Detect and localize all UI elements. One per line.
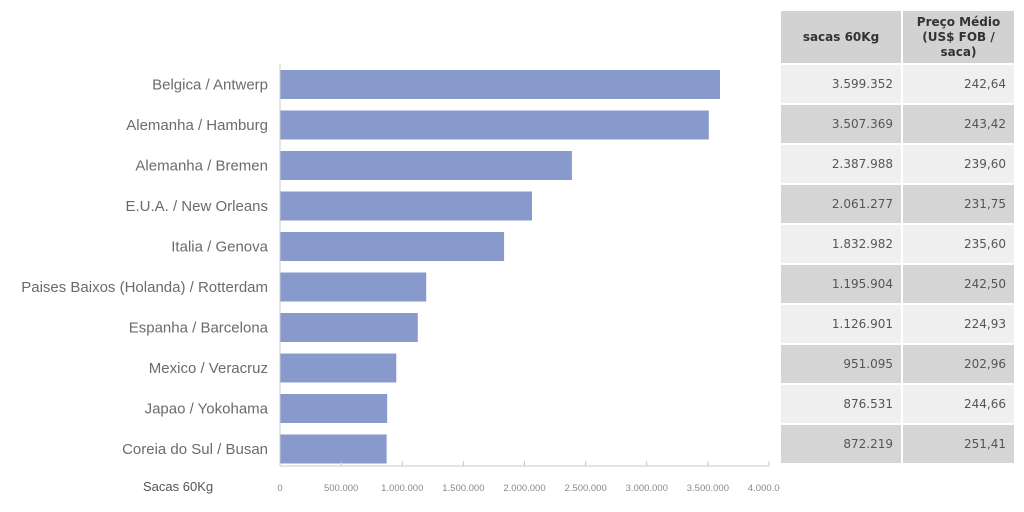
cell-sacas: 872.219 [781, 425, 903, 465]
category-label: Mexico / Veracruz [149, 360, 268, 377]
cell-sacas: 2.387.988 [781, 145, 903, 185]
cell-preco: 251,41 [903, 425, 1016, 465]
bar [280, 232, 505, 261]
x-tick-label: 2.000.000 [503, 483, 545, 494]
category-label: Japao / Yokohama [145, 401, 269, 418]
header-preco-line2: (US$ FOB / saca) [922, 29, 995, 59]
bar [280, 110, 709, 140]
cell-preco: 231,75 [903, 185, 1016, 225]
table-row: 872.219 251,41 [781, 425, 1016, 465]
x-tick-label: 500.000 [324, 483, 358, 494]
cell-preco: 242,50 [903, 265, 1016, 305]
header-preco: Preço Médio (US$ FOB / saca) [903, 11, 1016, 65]
cell-preco: 243,42 [903, 105, 1016, 145]
table-body: 3.599.352 242,64 3.507.369 243,42 2.387.988 2… [781, 65, 1016, 465]
cell-sacas: 951.095 [781, 345, 903, 385]
table-row: 3.507.369 243,42 [781, 105, 1016, 145]
category-label: Paises Baixos (Holanda) / Rotterdam [21, 279, 268, 296]
x-tick-label: 3.000.000 [626, 483, 668, 494]
bar-chart: Belgica / Antwerp Alemanha / Hamburg Alema… [21, 64, 780, 494]
cell-sacas: 876.531 [781, 385, 903, 425]
category-label: E.U.A. / New Orleans [125, 198, 268, 215]
category-labels: Belgica / Antwerp Alemanha / Hamburg Alema… [21, 77, 268, 459]
cell-preco: 242,64 [903, 65, 1016, 105]
category-label: Alemanha / Bremen [135, 158, 268, 175]
category-label: Coreia do Sul / Busan [122, 441, 268, 458]
x-axis: 0 500.000 1.000.000 1.500.000 2.000.000 2.500… [277, 64, 780, 494]
cell-sacas: 3.507.369 [781, 105, 903, 145]
bar [280, 394, 388, 423]
table-row: 1.832.982 235,60 [781, 225, 1016, 265]
category-label: Espanha / Barcelona [129, 320, 269, 337]
table-row: 3.599.352 242,64 [781, 65, 1016, 105]
bar [280, 191, 532, 221]
x-tick-label: 1.500.000 [442, 483, 484, 494]
x-axis-title: Sacas 60Kg [143, 479, 213, 494]
table-row: 2.061.277 231,75 [781, 185, 1016, 225]
bar [280, 272, 427, 302]
cell-sacas: 3.599.352 [781, 65, 903, 105]
x-tick-label: 2.500.000 [564, 483, 606, 494]
table-row: 1.126.901 224,93 [781, 305, 1016, 345]
cell-sacas: 2.061.277 [781, 185, 903, 225]
cell-sacas: 1.195.904 [781, 265, 903, 305]
cell-preco: 202,96 [903, 345, 1016, 385]
cell-preco: 244,66 [903, 385, 1016, 425]
category-label: Belgica / Antwerp [152, 77, 268, 94]
table-row: 951.095 202,96 [781, 345, 1016, 385]
cell-preco: 235,60 [903, 225, 1016, 265]
x-tick-label: 3.500.000 [687, 483, 729, 494]
x-tick-label: 0 [277, 483, 282, 494]
table-row: 2.387.988 239,60 [781, 145, 1016, 185]
x-tick-label: 4.000.000 [748, 483, 780, 494]
table-header-row: sacas 60Kg Preço Médio (US$ FOB / saca) [781, 11, 1016, 65]
cell-sacas: 1.126.901 [781, 305, 903, 345]
header-preco-line1: Preço Médio [916, 14, 1001, 29]
category-label: Alemanha / Hamburg [126, 117, 268, 134]
table-row: 1.195.904 242,50 [781, 265, 1016, 305]
cell-sacas: 1.832.982 [781, 225, 903, 265]
bar [280, 434, 387, 464]
x-tick-label: 1.000.000 [381, 483, 423, 494]
data-table: sacas 60Kg Preço Médio (US$ FOB / saca) … [781, 11, 1016, 465]
bar [280, 151, 572, 180]
bar [280, 353, 397, 383]
cell-preco: 224,93 [903, 305, 1016, 345]
bar [280, 313, 418, 342]
category-label: Italia / Genova [171, 239, 268, 256]
bars-layer [280, 70, 721, 464]
bar [280, 70, 721, 99]
table-row: 876.531 244,66 [781, 385, 1016, 425]
cell-preco: 239,60 [903, 145, 1016, 185]
header-sacas: sacas 60Kg [781, 11, 903, 65]
